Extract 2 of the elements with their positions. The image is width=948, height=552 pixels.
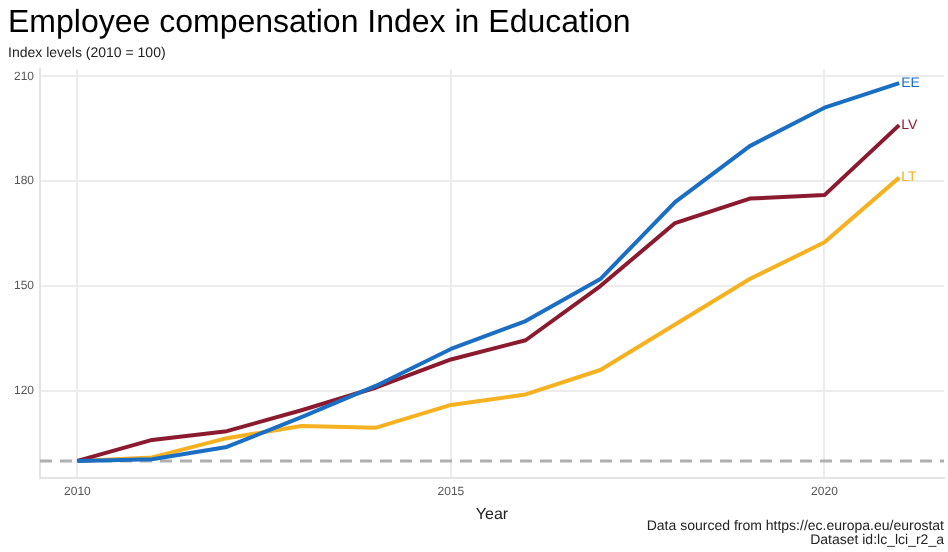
chart-title: Employee compensation Index in Education (8, 6, 631, 41)
x-axis-title: Year (475, 504, 509, 523)
